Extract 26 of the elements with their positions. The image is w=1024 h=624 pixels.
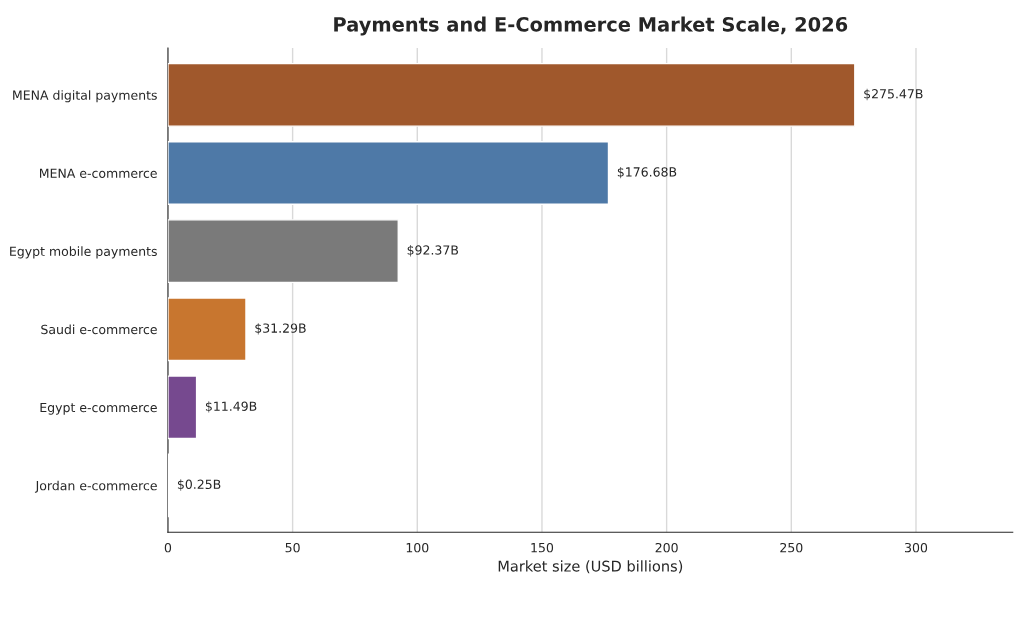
x-tick-label: 250 [780,542,803,553]
x-tick-label: 50 [285,542,300,553]
x-tick-label: 300 [905,542,928,553]
x-tick-label: 150 [531,542,554,553]
data-label: $275.47B [864,88,923,101]
x-tick-label: 100 [406,542,429,553]
data-label: $31.29B [255,323,306,335]
y-tick-label: Saudi e-commerce [41,324,157,335]
data-label: $176.68B [617,166,677,179]
y-tick-label: Egypt mobile payments [10,246,157,259]
y-tick-label: MENA digital payments [13,90,157,103]
data-label: $92.37B [407,245,459,257]
bar [167,62,856,127]
bar [167,297,247,362]
data-label: $0.25B [177,479,221,491]
x-tick-label: 200 [655,542,678,553]
bar [167,219,399,284]
bar [167,141,610,205]
y-tick-label: Egypt e-commerce [40,402,157,415]
bar [167,375,198,440]
x-tick-label: 0 [164,542,172,553]
data-label: $11.49B [205,401,257,413]
y-tick-label: MENA e-commerce [40,168,157,178]
x-axis-title: Market size (USD billions) [498,560,683,574]
chart-title: Payments and E-Commerce Market Scale, 2026 [334,16,848,36]
y-tick-label: Jordan e-commerce [34,480,157,493]
